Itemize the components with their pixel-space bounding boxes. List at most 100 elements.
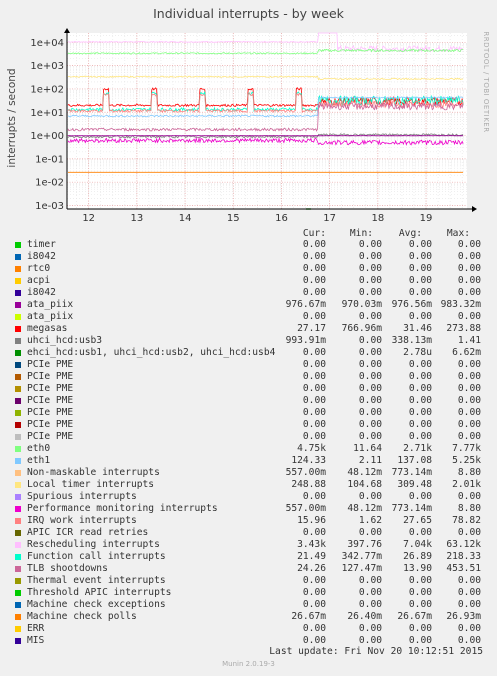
legend-max-value: 0.00	[457, 275, 481, 286]
legend-item: Thermal event interrupts 0.00 0.00 0.00 0.00	[0, 575, 497, 587]
legend-avg-value: 26.89	[403, 551, 432, 562]
legend-cur-value: 26.67m	[291, 611, 326, 622]
legend-avg-value: 26.67m	[397, 611, 432, 622]
legend-label: Spurious interrupts	[27, 491, 137, 502]
legend-max-value: 0.00	[457, 623, 481, 634]
legend-label: timer	[27, 239, 56, 250]
legend-item: PCIe PME 0.00 0.00 0.00 0.00	[0, 371, 497, 383]
legend-item: ata_piix 0.00 0.00 0.00 0.00	[0, 311, 497, 323]
legend-avg-value: 338.13m	[391, 335, 432, 346]
y-tick-label: 1e+02	[30, 84, 64, 95]
legend-avg-value: 773.14m	[391, 503, 432, 514]
legend-item: uhci_hcd:usb3 993.91m 0.00 338.13m 1.41	[0, 335, 497, 347]
legend-max-value: 6.62m	[452, 347, 481, 358]
legend-max-value: 218.33	[446, 551, 481, 562]
legend-max-value: 0.00	[457, 575, 481, 586]
legend-cur-value: 557.00m	[285, 467, 326, 478]
legend-avg-value: 0.00	[408, 527, 432, 538]
legend-max-value: 5.25k	[452, 455, 481, 466]
legend-cur-value: 0.00	[302, 599, 326, 610]
legend-cur-value: 0.00	[302, 491, 326, 502]
legend-avg-value: 0.00	[408, 635, 432, 646]
legend-avg-value: 0.00	[408, 383, 432, 394]
legend-item: i8042 0.00 0.00 0.00 0.00	[0, 251, 497, 263]
legend-item: eth1 124.33 2.11 137.08 5.25k	[0, 455, 497, 467]
legend-avg-value: 0.00	[408, 275, 432, 286]
legend-label: ata_piix	[27, 299, 74, 310]
legend-label: PCIe PME	[27, 407, 74, 418]
legend-swatch	[15, 518, 21, 524]
legend-cur-value: 0.00	[302, 395, 326, 406]
x-tick-label: 17	[323, 213, 336, 224]
legend-label: Machine check polls	[27, 611, 137, 622]
y-tick-label: 1e-01	[35, 154, 64, 165]
y-axis-arrow	[64, 28, 70, 33]
eth0-line	[67, 48, 464, 55]
legend-item: acpi 0.00 0.00 0.00 0.00	[0, 275, 497, 287]
last-update: Last update: Fri Nov 20 10:12:51 2015	[269, 646, 483, 657]
legend-label: PCIe PME	[27, 359, 74, 370]
legend-min-value: 0.00	[358, 575, 382, 586]
legend-label: ERR	[27, 623, 45, 634]
legend-min-value: 342.77m	[341, 551, 382, 562]
legend-header: Cur: Min: Avg: Max:	[0, 228, 497, 240]
legend-item: APIC ICR read retries 0.00 0.00 0.00 0.00	[0, 527, 497, 539]
legend-swatch	[15, 374, 21, 380]
legend-min-value: 766.96m	[341, 323, 382, 334]
legend-min-value: 0.00	[358, 635, 382, 646]
legend-avg-value: 0.00	[408, 431, 432, 442]
legend-min-value: 0.00	[358, 587, 382, 598]
legend-swatch	[15, 326, 21, 332]
legend-max-value: 0.00	[457, 419, 481, 430]
legend-item: Threshold APIC interrupts 0.00 0.00 0.00 0.0…	[0, 587, 497, 599]
legend-avg-value: 27.65	[403, 515, 432, 526]
legend-cur-value: 248.88	[291, 479, 326, 490]
legend-item: PCIe PME 0.00 0.00 0.00 0.00	[0, 407, 497, 419]
munin-version: Munin 2.0.19-3	[222, 660, 275, 668]
legend-item: ata_piix 976.67m 970.03m 976.56m 983.32m	[0, 299, 497, 311]
legend-min-value: 1.62	[358, 515, 382, 526]
legend-item: ERR 0.00 0.00 0.00 0.00	[0, 623, 497, 635]
legend-label: PCIe PME	[27, 419, 74, 430]
legend-cur-value: 0.00	[302, 371, 326, 382]
legend-min-value: 0.00	[358, 263, 382, 274]
uhci-usb3-line	[67, 133, 464, 139]
legend-item: PCIe PME 0.00 0.00 0.00 0.00	[0, 359, 497, 371]
legend-max-value: 0.00	[457, 527, 481, 538]
legend-max-value: 0.00	[457, 251, 481, 262]
legend-min-value: 127.47m	[341, 563, 382, 574]
legend-min-value: 26.40m	[347, 611, 382, 622]
legend-min-value: 0.00	[358, 275, 382, 286]
legend-item: Machine check polls 26.67m 26.40m 26.67m 26.…	[0, 611, 497, 623]
legend-cur-value: 0.00	[302, 527, 326, 538]
legend-avg-value: 0.00	[408, 311, 432, 322]
legend-swatch	[15, 362, 21, 368]
legend-avg-value: 0.00	[408, 407, 432, 418]
legend-label: Performance monitoring interrupts	[27, 503, 218, 514]
legend-label: MIS	[27, 635, 45, 646]
legend-min-value: 0.00	[358, 239, 382, 250]
legend-swatch	[15, 626, 21, 632]
legend-min-value: 0.00	[358, 383, 382, 394]
legend-max-value: 8.80	[457, 503, 481, 514]
x-tick-label: 16	[275, 213, 288, 224]
legend-min-value: 0.00	[358, 599, 382, 610]
legend-min-value: 0.00	[358, 419, 382, 430]
y-tick-label: 1e-02	[35, 178, 64, 189]
x-axis-arrow	[472, 206, 477, 212]
cur-header: Cur:	[302, 228, 326, 239]
legend-swatch	[15, 482, 21, 488]
legend-avg-value: 976.56m	[391, 299, 432, 310]
legend-min-value: 0.00	[358, 251, 382, 262]
legend-avg-value: 0.00	[408, 599, 432, 610]
legend-avg-value: 7.04k	[403, 539, 432, 550]
x-tick-label: 12	[82, 213, 95, 224]
legend-min-value: 970.03m	[341, 299, 382, 310]
legend-cur-value: 0.00	[302, 419, 326, 430]
legend-cur-value: 0.00	[302, 275, 326, 286]
legend-label: Thermal event interrupts	[27, 575, 166, 586]
legend-avg-value: 13.90	[403, 563, 432, 574]
legend-min-value: 0.00	[358, 371, 382, 382]
legend-avg-value: 0.00	[408, 623, 432, 634]
legend: timer 0.00 0.00 0.00 0.00 i8042 0.00 0.00 0.00 0.…	[0, 239, 497, 647]
